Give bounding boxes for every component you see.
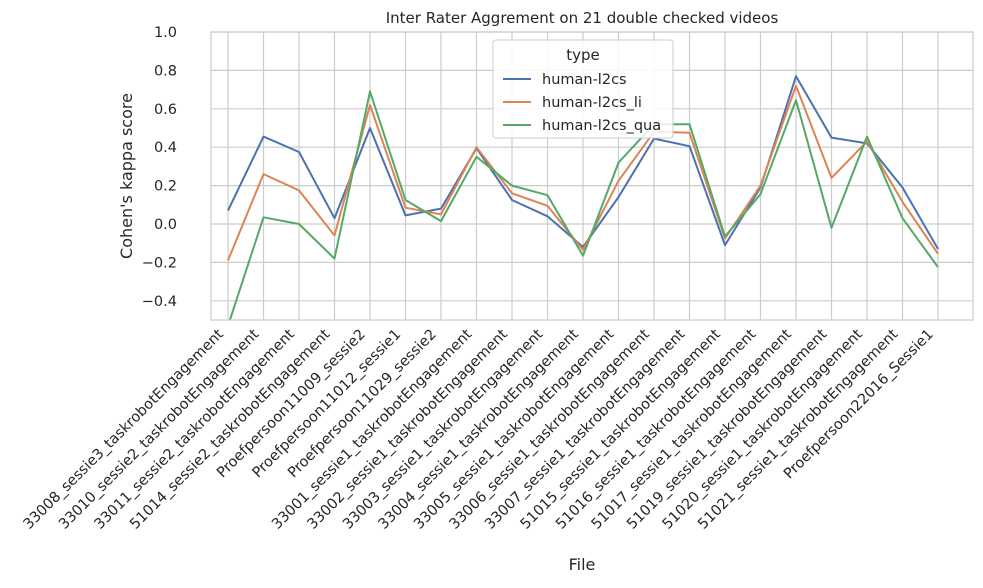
series-layer bbox=[227, 75, 939, 320]
series-line-human-l2cs bbox=[227, 75, 939, 250]
legend-label: human-l2cs bbox=[542, 72, 627, 88]
y-axis-ticks: −0.4 −0.2 0.0 0.2 0.4 0.6 0.8 1.0 bbox=[142, 25, 177, 310]
series-line-human-l2cs_qua bbox=[228, 90, 939, 320]
y-axis-label: Cohen's kappa score bbox=[117, 93, 136, 259]
series-line-human-l2cs_li bbox=[227, 84, 939, 261]
legend-box bbox=[492, 39, 674, 139]
y-tick-label: 0.0 bbox=[154, 217, 177, 233]
y-tick-label: 0.6 bbox=[154, 102, 177, 118]
plot-frame bbox=[210, 31, 974, 321]
legend-label: human-l2cs_li bbox=[542, 95, 642, 111]
y-tick-label: 1.0 bbox=[154, 25, 177, 41]
legend-entries: human-l2cs human-l2cs_li human-l2cs_qua bbox=[503, 72, 661, 134]
y-tick-label: 0.4 bbox=[154, 140, 177, 156]
legend-label: human-l2cs_qua bbox=[542, 118, 661, 134]
y-tick-label: −0.4 bbox=[142, 294, 177, 310]
chart-title: Inter Rater Aggrement on 21 double check… bbox=[386, 9, 779, 27]
y-tick-label: 0.2 bbox=[154, 179, 177, 195]
legend-title: type bbox=[566, 46, 600, 64]
y-tick-label: −0.2 bbox=[142, 255, 177, 271]
x-axis-label: File bbox=[569, 555, 596, 574]
y-tick-label: 0.8 bbox=[154, 63, 177, 79]
x-axis-ticks: 33008_sessie3_taskrobotEngagement33010_s… bbox=[21, 326, 937, 532]
legend: type human-l2cs human-l2cs_li human-l2cs_q… bbox=[492, 39, 674, 139]
